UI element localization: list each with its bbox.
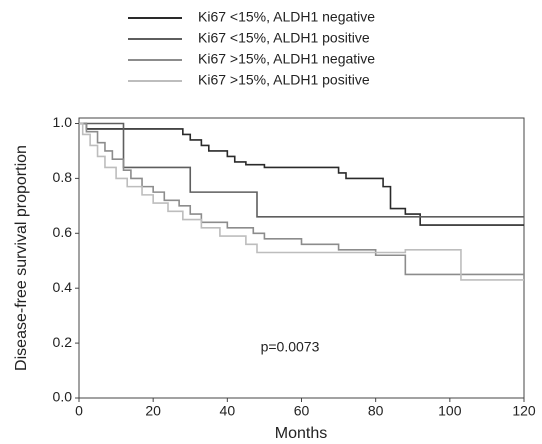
x-axis-title: Months — [275, 425, 327, 442]
p-value-annotation: p=0.0073 — [261, 339, 320, 355]
legend-label: Ki67 >15%, ALDH1 positive — [198, 72, 370, 88]
y-tick-label: 0.4 — [53, 279, 73, 295]
y-tick-label: 0.0 — [53, 389, 73, 405]
y-axis-title: Disease-free survival proportion — [13, 145, 30, 371]
survival-curve — [79, 122, 524, 276]
x-tick-label: 60 — [294, 403, 310, 419]
x-tick-label: 120 — [512, 403, 536, 419]
legend-label: Ki67 <15%, ALDH1 negative — [198, 9, 375, 25]
survival-curve — [79, 122, 524, 281]
y-tick-label: 0.8 — [53, 169, 73, 185]
x-tick-label: 80 — [368, 403, 384, 419]
survival-curve — [79, 122, 524, 218]
x-tick-label: 100 — [438, 403, 462, 419]
x-tick-label: 20 — [145, 403, 161, 419]
legend-label: Ki67 <15%, ALDH1 positive — [198, 30, 370, 46]
plot-frame — [78, 117, 525, 399]
x-tick-label: 40 — [220, 403, 236, 419]
legend-label: Ki67 >15%, ALDH1 negative — [198, 51, 375, 67]
survival-curve — [79, 122, 524, 226]
y-tick-label: 0.2 — [53, 334, 73, 350]
y-tick-label: 1.0 — [53, 114, 73, 130]
y-tick-label: 0.6 — [53, 224, 73, 240]
x-tick-label: 0 — [75, 403, 83, 419]
